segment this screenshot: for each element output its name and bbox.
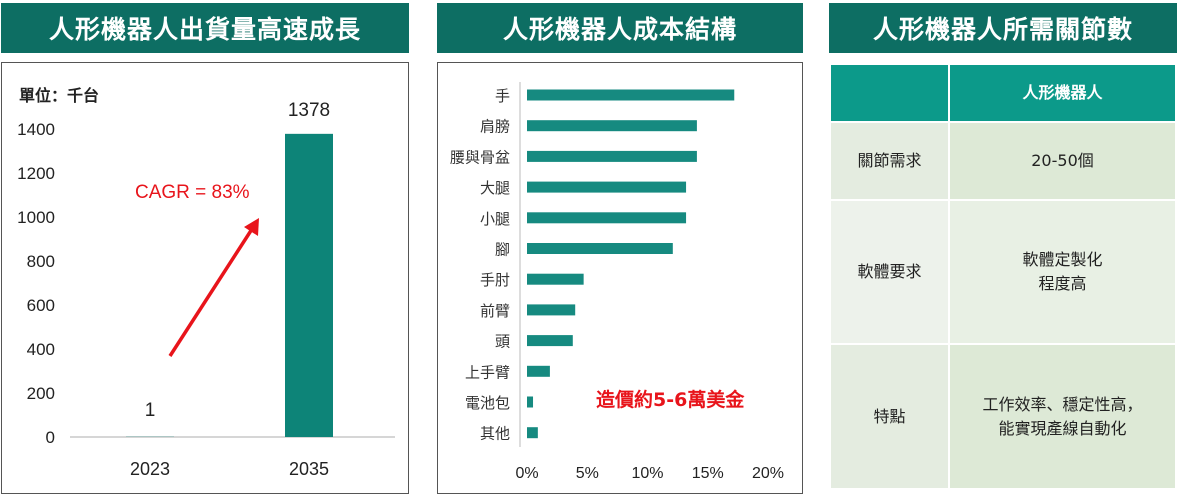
joints-table: 人形機器人 關節需求 20-50個 軟體要求 軟體定製化 程度高 特點 工作效率… xyxy=(829,63,1177,490)
y-tick-label: 400 xyxy=(27,340,55,359)
cagr-annotation: CAGR = 83% xyxy=(135,182,250,203)
table-row: 軟體要求 軟體定製化 程度高 xyxy=(829,198,1177,346)
y-tick-label: 600 xyxy=(27,296,55,315)
y-tick-label: 1000 xyxy=(17,208,55,227)
bar xyxy=(527,427,538,439)
x-tick-label: 20% xyxy=(752,465,784,482)
y-tick-label: 0 xyxy=(46,428,55,447)
bar xyxy=(527,89,735,101)
category-label: 頭 xyxy=(495,333,510,351)
category-label: 腰與骨盆 xyxy=(450,148,510,166)
bar xyxy=(527,396,534,408)
category-label: 小腿 xyxy=(480,210,510,228)
category-label: 肩膀 xyxy=(480,118,510,136)
bar xyxy=(527,304,576,316)
row-label-joints: 關節需求 xyxy=(829,121,950,201)
row-value-joints: 20-50個 xyxy=(948,121,1177,201)
middle-panel-title: 人形機器人成本結構 xyxy=(437,3,803,53)
table-row: 關節需求 20-50個 xyxy=(829,121,1177,201)
y-tick-label: 200 xyxy=(27,384,55,403)
bar xyxy=(527,181,687,193)
unit-label: 單位：千台 xyxy=(19,86,99,105)
row-value-software: 軟體定製化 程度高 xyxy=(948,198,1177,346)
bar xyxy=(527,150,697,162)
row-value-features-line1: 工作效率、穩定性高， xyxy=(982,394,1143,414)
table-header-row: 人形機器人 xyxy=(829,63,1177,123)
growth-arrow xyxy=(168,228,254,357)
category-label: 腳 xyxy=(495,241,510,259)
data-label: 1378 xyxy=(288,100,330,121)
category-label: 手肘 xyxy=(480,271,510,289)
row-label-features: 特點 xyxy=(829,343,950,490)
row-value-software-line1: 軟體定製化 xyxy=(1022,250,1103,270)
table-row: 特點 工作效率、穩定性高， 能實現產線自動化 xyxy=(829,343,1177,490)
bar xyxy=(527,273,584,285)
row-value-features: 工作效率、穩定性高， 能實現產線自動化 xyxy=(948,343,1177,490)
x-tick-label: 2023 xyxy=(130,459,170,479)
category-label: 大腿 xyxy=(480,179,510,197)
x-tick-label: 5% xyxy=(576,465,599,482)
bar xyxy=(527,335,573,347)
shipment-chart: 單位：千台 CAGR = 83% 0 200 400 600 800 1000 1200 14… xyxy=(17,86,395,479)
category-label: 上手臂 xyxy=(465,363,510,381)
y-tick-label: 1400 xyxy=(17,120,55,139)
left-chart-box xyxy=(1,62,409,494)
table-header-robot: 人形機器人 xyxy=(948,63,1177,123)
left-panel-title: 人形機器人出貨量高速成長 xyxy=(1,3,409,53)
x-tick-label: 15% xyxy=(692,465,724,482)
data-label: 1 xyxy=(145,400,156,421)
y-tick-label: 800 xyxy=(27,252,55,271)
middle-chart-box xyxy=(437,62,803,494)
cost-annotation: 造價約5-6萬美金 xyxy=(596,388,745,411)
y-tick-label: 1200 xyxy=(17,164,55,183)
bar xyxy=(527,120,697,132)
bar xyxy=(527,212,687,224)
category-label: 手 xyxy=(495,87,510,105)
bar xyxy=(285,133,333,437)
x-tick-label: 0% xyxy=(515,465,538,482)
table-header-empty xyxy=(829,63,950,123)
right-panel-title: 人形機器人所需關節數 xyxy=(829,3,1177,53)
row-label-software: 軟體要求 xyxy=(829,198,950,346)
growth-arrow-head xyxy=(244,218,259,236)
row-value-features-line2: 能實現產線自動化 xyxy=(998,418,1127,438)
category-label: 前臂 xyxy=(480,302,510,320)
row-value-software-line2: 程度高 xyxy=(1038,274,1087,294)
bar xyxy=(527,243,673,254)
bar xyxy=(527,365,550,377)
x-tick-label: 2035 xyxy=(289,459,329,479)
category-label: 電池包 xyxy=(465,394,510,412)
x-tick-label: 10% xyxy=(631,465,663,482)
category-label: 其他 xyxy=(480,425,510,443)
